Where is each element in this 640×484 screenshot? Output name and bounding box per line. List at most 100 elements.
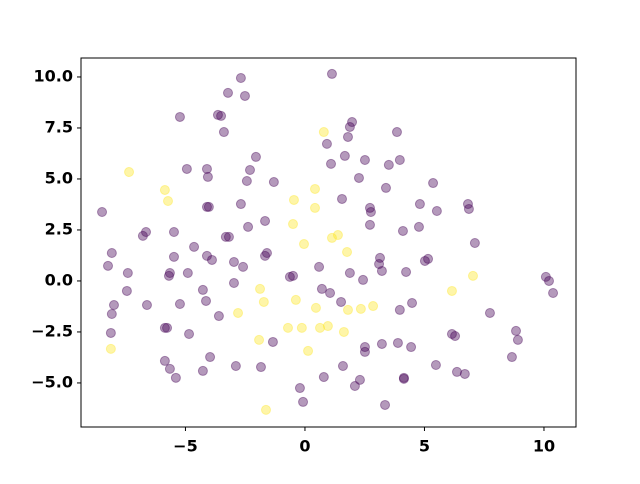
point [407,297,418,308]
point [463,203,474,214]
point [376,338,387,349]
point [450,331,461,342]
y-tick-label: 2.5 [45,219,73,238]
point [338,326,349,337]
point [254,334,265,345]
point [197,284,208,295]
point [220,231,231,242]
point [380,399,391,410]
point [290,294,301,305]
point [391,127,402,138]
point [398,373,409,384]
point [255,283,266,294]
point [250,151,261,162]
point [469,238,480,249]
point [451,366,462,377]
point [213,311,224,322]
point [184,328,195,339]
point [268,177,279,188]
x-tick-label: 5 [419,437,430,456]
x-tick-label: 0 [299,437,310,456]
point [296,322,307,333]
point [392,337,403,348]
point [288,194,299,205]
point [359,346,370,357]
point [375,252,386,263]
point [467,270,478,281]
point [121,285,132,296]
point [484,307,495,318]
point [206,254,217,265]
point [174,299,185,309]
y-tick-label: 7.5 [45,117,73,136]
point [243,221,254,232]
point [446,328,457,339]
point [310,302,321,313]
point [318,372,329,383]
point [431,205,442,216]
point [406,342,417,353]
point [159,355,170,366]
point [189,241,200,252]
point [423,253,434,264]
point [337,361,348,372]
point [383,159,394,170]
point [446,285,457,296]
point [303,345,314,356]
point [462,199,473,210]
point [230,361,241,372]
point [342,246,353,257]
point [105,343,116,354]
y-tick-label: 10.0 [34,66,73,85]
point [159,184,170,195]
point [238,261,249,272]
point [170,372,181,383]
point [228,277,239,288]
point [235,72,246,83]
point [326,232,337,243]
point [239,90,250,101]
point [288,219,299,230]
point [354,374,365,385]
point [299,239,310,250]
point [394,154,405,165]
point [228,256,239,267]
point [233,307,244,318]
point [168,251,179,262]
point [164,363,175,374]
point [201,295,212,306]
point [337,193,348,204]
point [353,172,364,183]
point [376,265,387,276]
point [339,150,350,161]
point [314,261,325,272]
point [255,362,266,373]
point [543,275,554,286]
point [506,352,517,363]
point [374,259,385,270]
point [164,267,175,278]
point [355,303,366,314]
point [124,167,135,178]
point [260,215,271,226]
point [548,287,559,298]
point [141,226,152,237]
point [419,255,430,266]
point [359,154,370,165]
point [106,308,117,319]
point [398,372,409,383]
point [342,304,353,315]
point [260,250,271,261]
point [512,334,523,345]
point [137,230,148,241]
point [223,231,234,242]
point [397,225,408,236]
point [182,267,193,278]
y-tick-label: 5.0 [45,168,73,187]
point [261,248,272,259]
point [326,158,337,169]
point [141,300,152,311]
point [159,322,170,333]
